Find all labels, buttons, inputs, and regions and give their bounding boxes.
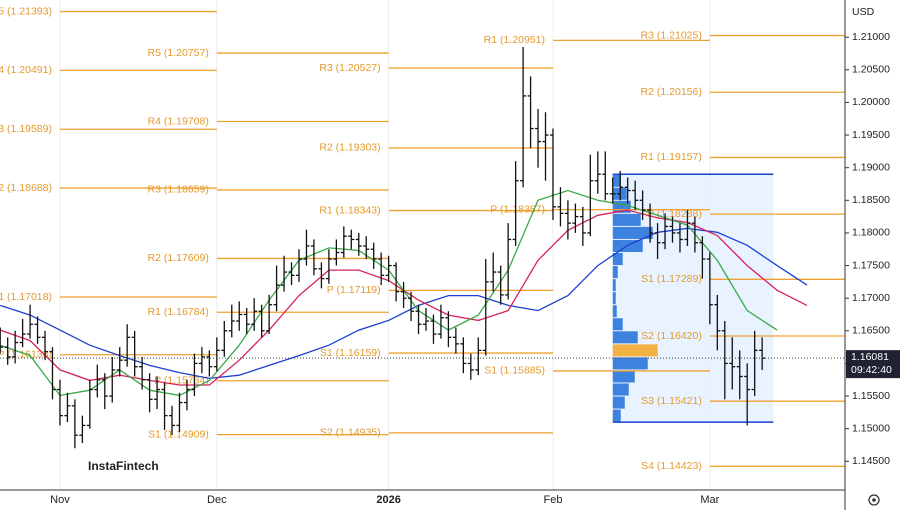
volume-profile-bar [612, 292, 616, 305]
y-tick-label: 1.17500 [852, 259, 890, 271]
settings-icon-dot [872, 498, 876, 502]
pivot-label: R2 (1.20156) [641, 86, 702, 98]
volume-profile-bar [612, 213, 641, 226]
x-tick-label: Mar [700, 494, 719, 506]
pivot-label: S3 (1.15421) [641, 395, 702, 407]
volume-profile-bar [612, 344, 658, 357]
pivot-label: P (1.18357) [490, 203, 545, 215]
y-tick-label: 1.18500 [852, 194, 890, 206]
currency-label[interactable]: USD [852, 6, 875, 18]
pivot-label: R2 (1.19303) [319, 142, 380, 154]
pivot-label: S4 (1.14423) [641, 460, 702, 472]
pivot-label: 4 (1.20491) [0, 64, 52, 76]
y-tick-label: 1.14500 [852, 455, 890, 467]
last-price-label: 1.16081 [851, 351, 889, 363]
pivot-label: R1 (1.19157) [641, 151, 702, 163]
last-price-tag [846, 350, 900, 379]
volume-profile-bar [612, 174, 621, 187]
pivot-label: P (1.17119) [327, 284, 381, 296]
y-tick-label: 1.17000 [852, 292, 890, 304]
y-tick-label: 1.20000 [852, 96, 890, 108]
x-tick-label: Dec [207, 494, 227, 506]
volume-profile-bar [612, 253, 623, 266]
volume-profile-bar [612, 318, 623, 331]
watermark: InstaFintech [88, 459, 159, 473]
pivot-label: 2 (1.18688) [0, 182, 52, 194]
volume-profile-bar [612, 279, 616, 292]
volume-profile-bar [612, 370, 635, 383]
y-tick-label: 1.21000 [852, 31, 890, 43]
pivot-label: R1 (1.18343) [319, 204, 380, 216]
pivot-label: S2 (1.16420) [641, 330, 702, 342]
volume-profile-bar [612, 305, 617, 318]
pivot-label: S2 (1.14935) [320, 427, 381, 439]
y-tick-label: 1.20500 [852, 64, 890, 76]
pivot-label: R3 (1.21025) [641, 29, 702, 41]
plot-area: 5 (1.21393) 4 (1.20491) 3 (1.19589) 2 (1.18… [0, 0, 845, 490]
pivot-label: 1 (1.17018) [0, 291, 52, 303]
y-tick-label: 1.16500 [852, 325, 890, 337]
pivot-label: R3 (1.18659) [148, 184, 209, 196]
x-tick-label: Feb [543, 494, 562, 506]
volume-profile-bar [612, 357, 648, 370]
volume-profile-bar [612, 409, 621, 422]
pivot-label: R5 (1.20757) [148, 47, 209, 59]
time-label: 09:42:40 [851, 364, 892, 376]
y-tick-label: 1.18000 [852, 227, 890, 239]
pivot-label: R4 (1.19708) [148, 115, 209, 127]
y-tick-label: 1.15000 [852, 422, 890, 434]
pivot-label: 5 (1.21393) [0, 5, 52, 17]
watermark-box [88, 455, 160, 479]
settings-icon[interactable] [868, 494, 880, 506]
volume-profile-bar [612, 396, 625, 409]
pivot-label: S1 (1.17289) [641, 273, 702, 285]
x-tick-label: 2026 [376, 494, 400, 506]
pivot-label: S1 (1.14909) [148, 428, 209, 440]
y-tick-label: 1.15500 [852, 390, 890, 402]
pivot-label: R1 (1.16784) [148, 306, 209, 318]
x-tick-label: Nov [50, 494, 70, 506]
pivot-label: S1 (1.15885) [484, 365, 545, 377]
y-tick-label: 1.19000 [852, 161, 890, 173]
pivot-label: R1 (1.20951) [484, 34, 545, 46]
volume-profile-bar [612, 226, 653, 239]
pivot-label: 3 (1.19589) [0, 123, 52, 135]
pivot-label: R3 (1.20527) [319, 62, 380, 74]
pivot-label: S1 (1.16159) [320, 347, 381, 359]
pivot-label: R2 (1.17609) [148, 252, 209, 264]
volume-profile-bar [612, 331, 638, 344]
volume-profile-bar [612, 383, 629, 396]
volume-profile-bar [612, 266, 618, 279]
y-tick-label: 1.19500 [852, 129, 890, 141]
